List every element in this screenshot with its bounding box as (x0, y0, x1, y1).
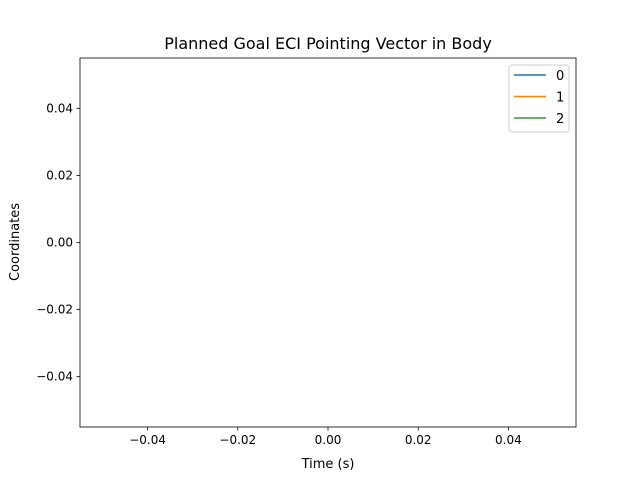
y-axis-ticks: −0.04 −0.02 0.00 0.02 0.04 (36, 101, 80, 384)
x-axis-label: Time (s) (301, 457, 355, 472)
x-tick-label: −0.02 (219, 433, 256, 447)
y-axis-label: Coordinates (8, 203, 23, 281)
legend-label-0: 0 (556, 69, 564, 84)
x-tick-label: 0.04 (495, 433, 522, 447)
x-axis-ticks: −0.04 −0.02 0.00 0.02 0.04 (129, 427, 522, 447)
chart-title: Planned Goal ECI Pointing Vector in Body (164, 34, 492, 53)
legend-frame (508, 64, 570, 133)
y-tick-label: 0.04 (46, 101, 73, 115)
y-tick-label: 0.00 (46, 236, 73, 250)
legend-label-2: 2 (556, 112, 564, 127)
y-tick-label: 0.02 (46, 168, 73, 182)
axes-frame (79, 57, 577, 428)
legend: 0 1 2 (508, 64, 570, 133)
legend-label-1: 1 (556, 91, 564, 106)
y-tick-label: −0.02 (36, 303, 73, 317)
x-tick-label: 0.02 (405, 433, 432, 447)
plot-area (79, 57, 577, 428)
y-tick-label: −0.04 (36, 370, 73, 384)
x-tick-label: 0.00 (315, 433, 342, 447)
x-tick-label: −0.04 (129, 433, 166, 447)
